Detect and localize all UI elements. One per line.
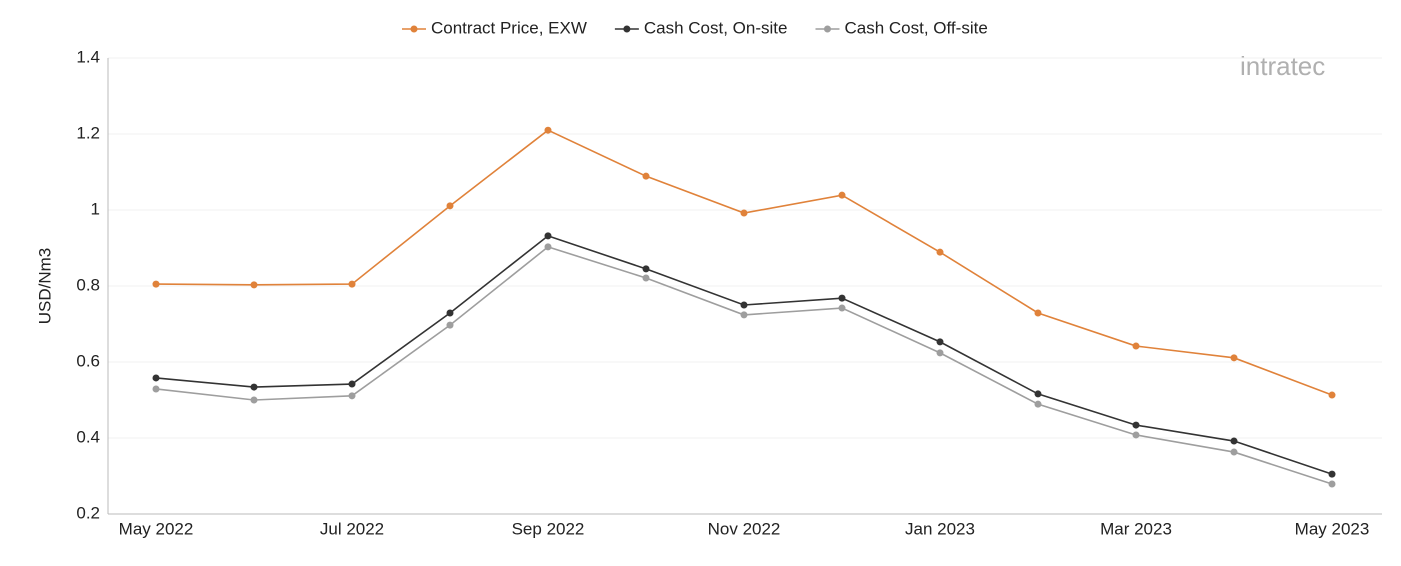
y-tick-label: 1.4 bbox=[76, 47, 100, 66]
x-tick-label: May 2022 bbox=[119, 519, 194, 538]
data-point bbox=[544, 232, 552, 240]
legend-marker bbox=[623, 25, 631, 33]
y-tick-label: 0.8 bbox=[76, 275, 100, 294]
data-point bbox=[1230, 354, 1238, 362]
data-point bbox=[1132, 431, 1140, 439]
data-point bbox=[642, 274, 650, 282]
legend-marker bbox=[410, 25, 418, 33]
data-point bbox=[1034, 309, 1042, 317]
data-point bbox=[250, 281, 258, 289]
x-tick-label: Mar 2023 bbox=[1100, 519, 1172, 538]
legend-label: Cash Cost, Off-site bbox=[844, 18, 987, 37]
data-point bbox=[740, 311, 748, 319]
data-point bbox=[838, 304, 846, 312]
data-point bbox=[250, 396, 258, 404]
data-point bbox=[446, 309, 454, 317]
data-point bbox=[348, 280, 356, 288]
legend-marker bbox=[823, 25, 831, 33]
data-point bbox=[152, 374, 160, 382]
y-tick-label: 0.6 bbox=[76, 351, 100, 370]
x-tick-label: Jul 2022 bbox=[320, 519, 384, 538]
x-tick-label: May 2023 bbox=[1295, 519, 1370, 538]
data-point bbox=[152, 280, 160, 288]
x-tick-label: Sep 2022 bbox=[512, 519, 585, 538]
y-tick-label: 1 bbox=[91, 199, 100, 218]
data-point bbox=[936, 248, 944, 256]
series-line bbox=[155, 129, 1333, 396]
data-point bbox=[250, 383, 258, 391]
data-point bbox=[544, 126, 552, 134]
data-point bbox=[936, 338, 944, 346]
x-tick-label: Nov 2022 bbox=[708, 519, 781, 538]
data-point bbox=[544, 243, 552, 251]
y-axis-label: USD/Nm3 bbox=[35, 248, 54, 325]
data-point bbox=[936, 349, 944, 357]
y-tick-label: 0.4 bbox=[76, 427, 100, 446]
y-tick-label: 1.2 bbox=[76, 123, 100, 142]
data-point bbox=[642, 265, 650, 273]
watermark: intratec bbox=[1240, 51, 1325, 81]
data-point bbox=[1034, 400, 1042, 408]
data-point bbox=[348, 380, 356, 388]
legend-label: Cash Cost, On-site bbox=[644, 18, 788, 37]
data-point bbox=[348, 392, 356, 400]
data-point bbox=[740, 209, 748, 217]
legend-label: Contract Price, EXW bbox=[431, 18, 587, 37]
data-point bbox=[1132, 342, 1140, 350]
data-point bbox=[446, 321, 454, 329]
data-point bbox=[446, 202, 454, 210]
series-line bbox=[155, 245, 1333, 485]
data-point bbox=[1328, 470, 1336, 478]
data-point bbox=[1132, 421, 1140, 429]
data-point bbox=[1328, 480, 1336, 488]
y-tick-label: 0.2 bbox=[76, 503, 100, 522]
data-point bbox=[642, 172, 650, 180]
data-point bbox=[152, 385, 160, 393]
data-point bbox=[1230, 448, 1238, 456]
data-point bbox=[1034, 390, 1042, 398]
data-point bbox=[838, 294, 846, 302]
data-point bbox=[1230, 437, 1238, 445]
data-point bbox=[1328, 391, 1336, 399]
x-tick-label: Jan 2023 bbox=[905, 519, 975, 538]
data-point bbox=[838, 191, 846, 199]
data-point bbox=[740, 301, 748, 309]
